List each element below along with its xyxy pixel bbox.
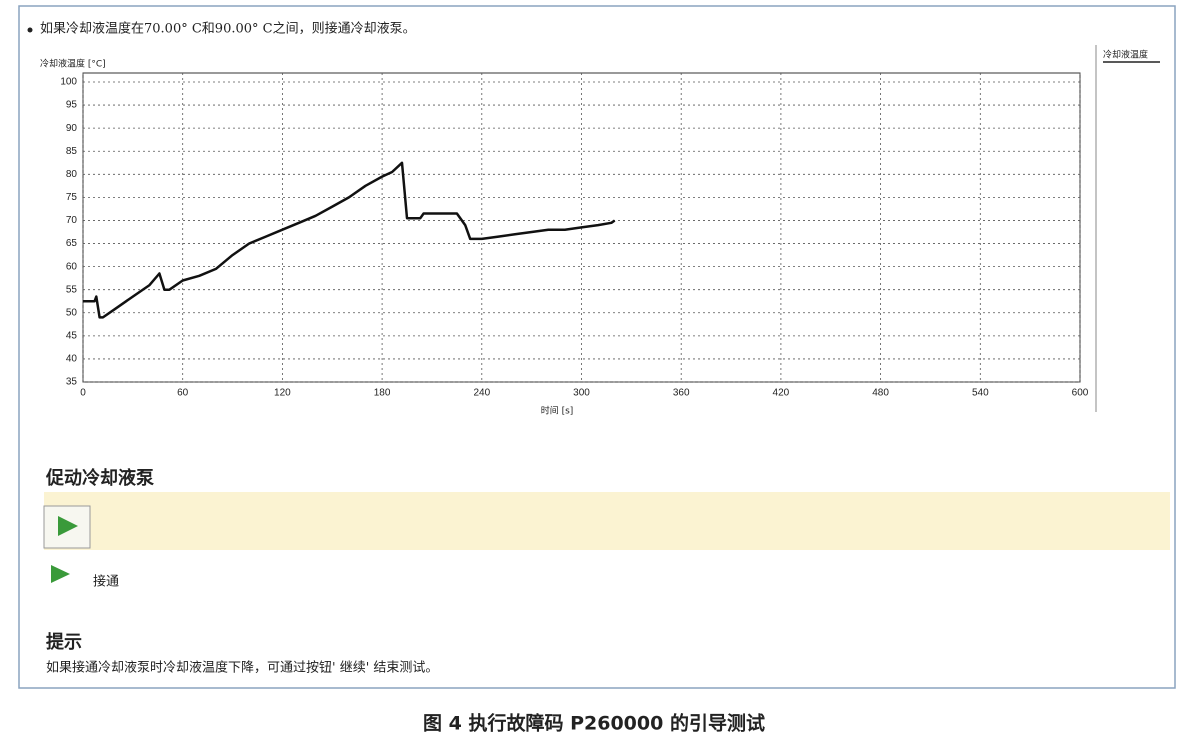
status-icon: [51, 565, 70, 583]
x-tick-label: 180: [374, 388, 391, 399]
panel: [18, 5, 1176, 689]
section-title: 促动冷却液泵: [45, 467, 154, 489]
x-tick-label: 240: [473, 388, 490, 399]
status-label: 接通: [93, 574, 119, 590]
x-tick-label: 120: [274, 388, 291, 399]
series-line: [83, 161, 616, 319]
x-tick-label: 0: [80, 388, 86, 399]
y-tick-label: 50: [66, 307, 78, 318]
y-tick-label: 45: [66, 330, 78, 341]
y-tick-label: 55: [66, 284, 78, 295]
x-tick-label: 600: [1072, 388, 1089, 399]
y-axis-label: 冷却液温度 [°C]: [40, 58, 106, 70]
legend-entry: 冷却液温度: [1103, 49, 1148, 61]
hint-text: 如果接通冷却液泵时冷却液温度下降，可通过按钮' 继续' 结束测试。: [46, 660, 438, 676]
x-tick-label: 360: [673, 388, 690, 399]
y-tick-label: 65: [66, 238, 78, 249]
y-tick-label: 95: [66, 100, 78, 111]
action-band: [44, 492, 1170, 550]
y-tick-label: 80: [66, 169, 78, 180]
x-tick-label: 60: [177, 388, 189, 399]
y-tick-label: 75: [66, 192, 78, 203]
y-tick-label: 85: [66, 146, 78, 157]
x-tick-label: 540: [972, 388, 989, 399]
instruction: 如果冷却液温度在70.00° C和90.00° C之间，则接通冷却液泵。: [40, 21, 416, 37]
x-tick-label: 420: [773, 388, 790, 399]
y-tick-label: 90: [66, 123, 78, 134]
y-tick-label: 35: [66, 377, 78, 388]
x-tick-label: 300: [573, 388, 590, 399]
y-tick-label: 100: [60, 77, 77, 88]
y-tick-label: 60: [66, 261, 78, 272]
caption: 图 4 执行故障码 P260000 的引导测试: [423, 712, 765, 735]
bullet: [27, 27, 33, 33]
x-tick-label: 480: [872, 388, 889, 399]
x-axis-label: 时间 [s]: [541, 405, 574, 417]
hint-title: 提示: [46, 631, 82, 653]
play-icon: [58, 516, 78, 536]
y-tick-label: 70: [66, 215, 78, 226]
y-tick-label: 40: [66, 354, 78, 365]
